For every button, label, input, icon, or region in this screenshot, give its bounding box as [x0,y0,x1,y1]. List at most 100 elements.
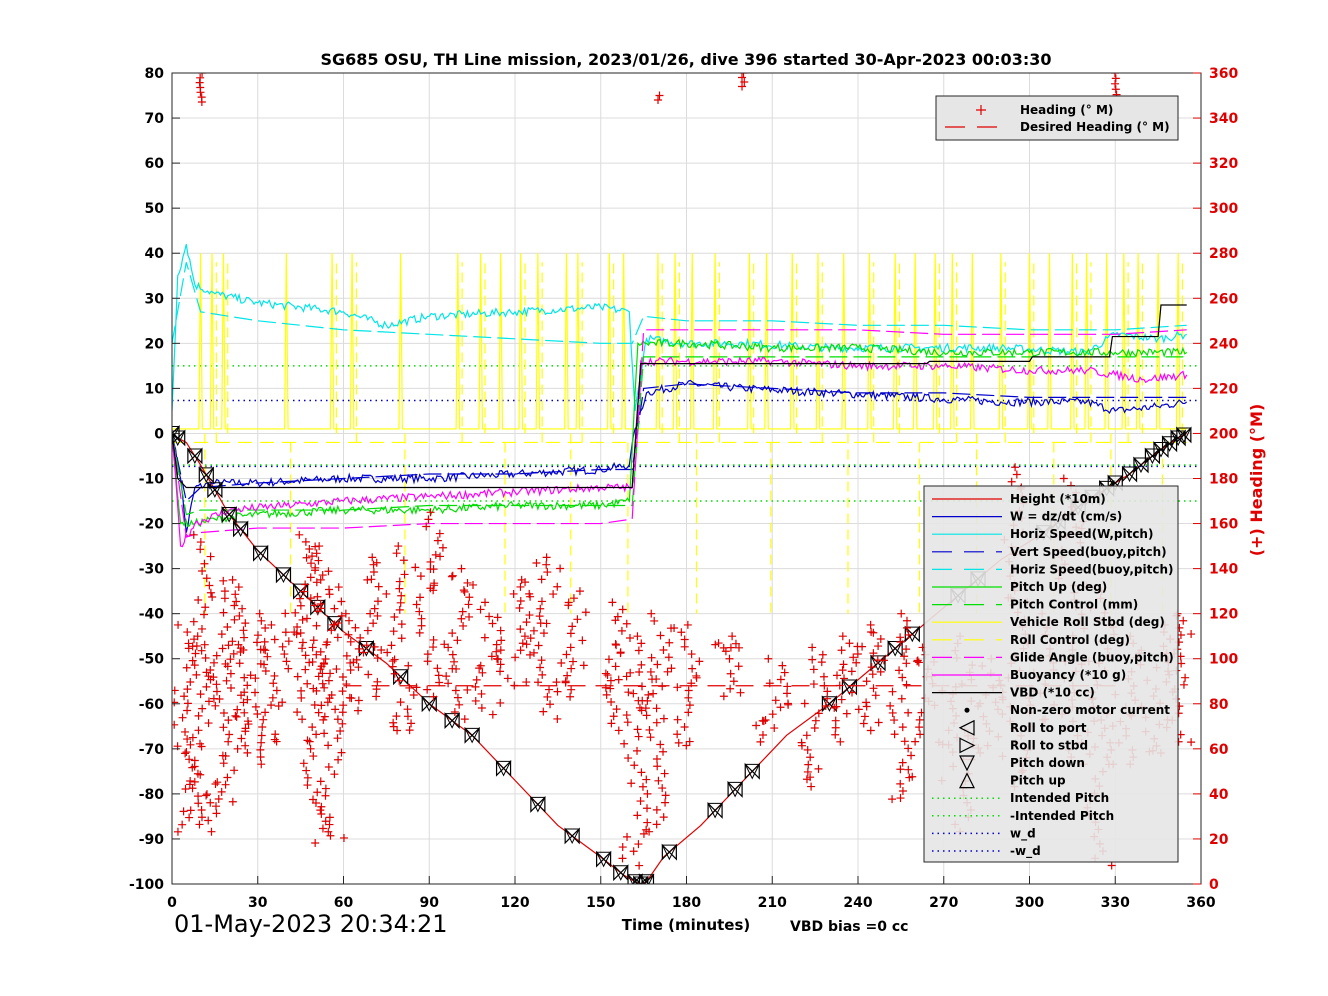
heading-marker [434,671,443,680]
heading-marker [429,643,438,652]
heading-marker [895,666,904,675]
heading-marker [369,619,378,628]
heading-marker [395,676,404,685]
heading-marker [261,667,270,676]
heading-marker [423,685,432,694]
heading-marker [213,778,222,787]
heading-marker [259,715,268,724]
heading-marker [403,705,412,714]
heading-marker [629,689,638,698]
heading-marker [539,629,548,638]
heading-marker [334,755,343,764]
heading-marker [808,643,817,652]
heading-marker [635,668,644,677]
heading-marker [281,609,290,618]
heading-marker [189,530,198,539]
heading-marker [325,813,334,822]
heading-marker [674,738,683,747]
heading-marker [181,785,190,794]
heading-marker [366,609,375,618]
heading-marker [346,637,355,646]
heading-marker [312,650,321,659]
heading-marker [620,739,629,748]
heading-marker [196,538,205,547]
legend-label: Pitch Control (mm) [1010,598,1138,612]
y-tick-label: -90 [139,832,165,848]
heading-marker [400,570,409,579]
heading-marker [301,537,310,546]
heading-marker [643,789,652,798]
pitch-marker [253,544,269,562]
heading-marker [344,630,353,639]
heading-marker [297,686,306,695]
heading-marker [224,641,233,650]
heading-marker [494,655,503,664]
y-tick-label: 80 [145,66,165,82]
y-tick-label: 50 [145,201,165,217]
heading-marker [246,671,255,680]
heading-marker [282,657,291,666]
heading-marker [372,685,381,694]
heading-marker [804,760,813,769]
heading-marker [661,791,670,800]
heading-marker [196,88,205,97]
heading-marker [897,694,906,703]
heading-marker [374,582,383,591]
heading-marker [257,616,266,625]
heading-marker [211,701,220,710]
heading-marker [263,652,272,661]
heading-marker [553,714,562,723]
heading-marker [207,827,216,836]
heading-marker [623,832,632,841]
heading-marker [321,655,330,664]
roll-marker [495,760,512,777]
heading-marker [516,625,525,634]
heading-marker [879,656,888,665]
heading-marker [714,639,723,648]
heading-marker [306,744,315,753]
y-right-tick-label: 100 [1209,652,1238,668]
heading-marker [212,651,221,660]
heading-marker [516,646,525,655]
heading-marker [511,653,520,662]
heading-marker [539,707,548,716]
heading-marker [345,616,354,625]
heading-marker [522,640,531,649]
heading-marker [324,741,333,750]
heading-marker [426,508,435,517]
heading-marker [212,809,221,818]
pitch-marker [1176,426,1192,444]
y-right-tick-label: 300 [1209,201,1238,217]
heading-marker [860,712,869,721]
roll-marker [275,567,292,584]
heading-marker [280,650,289,659]
heading-marker [567,664,576,673]
heading-marker [416,593,425,602]
heading-marker [318,679,327,688]
heading-marker [463,578,472,587]
heading-marker [719,692,728,701]
heading-marker [298,715,307,724]
heading-marker [298,638,307,647]
heading-marker [868,670,877,679]
heading-marker [253,631,262,640]
heading-marker [198,73,207,77]
heading-marker [235,659,244,668]
heading-marker [867,663,876,672]
x-tick-label: 0 [167,895,177,911]
legend-label: Roll to stbd [1010,738,1088,752]
y-right-tick-label: 340 [1209,111,1238,127]
heading-marker [652,820,661,829]
heading-marker [453,693,462,702]
heading-marker [204,672,213,681]
pitch-marker [233,520,249,538]
y-tick-label: 30 [145,291,165,307]
heading-marker [389,627,398,636]
heading-marker [654,96,663,105]
heading-marker [736,688,745,697]
heading-marker [778,661,787,670]
heading-marker [764,654,773,663]
roll-marker [232,521,249,538]
heading-marker [641,704,650,713]
heading-marker [221,780,230,789]
